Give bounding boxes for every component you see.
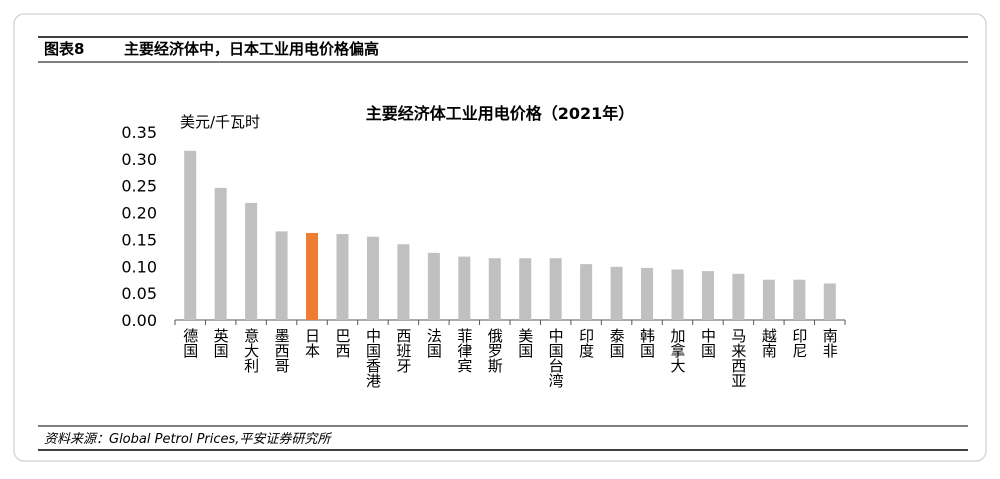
x-tick-label: 韩国 [638, 328, 656, 358]
y-tick-label: 0.20 [121, 204, 157, 223]
bar [427, 252, 440, 320]
x-tick-label: 中国 [699, 328, 717, 358]
x-tick-label: 马来西亚 [729, 328, 747, 388]
y-tick-label: 0.05 [121, 284, 157, 303]
bar [793, 279, 806, 320]
y-tick-label: 0.25 [121, 177, 157, 196]
x-tick-label: 巴西 [334, 328, 352, 358]
x-tick-label: 法国 [425, 328, 443, 358]
x-tick-label: 美国 [516, 328, 534, 358]
bar [580, 264, 593, 320]
frame [13, 13, 987, 462]
source-note: 资料来源：Global Petrol Prices,平安证券研究所 [44, 431, 332, 447]
x-tick-label: 印尼 [790, 328, 808, 358]
bar [610, 266, 623, 320]
y-tick-label: 0.35 [121, 123, 157, 142]
y-tick-label: 0.10 [121, 257, 157, 276]
x-tick-label: 俄罗斯 [486, 328, 504, 374]
bar [458, 256, 471, 320]
chart-title: 主要经济体工业用电价格（2021年） [366, 104, 635, 123]
bar [823, 283, 836, 320]
y-tick-label: 0.30 [121, 150, 157, 169]
x-tick-label: 中国台湾 [547, 328, 565, 388]
bar [732, 273, 745, 320]
y-tick-label: 0.15 [121, 230, 157, 249]
x-tick-label: 意大利 [242, 327, 260, 373]
x-tick-label: 泰国 [608, 328, 626, 358]
figure-label: 图表8 [44, 40, 84, 58]
bar [701, 271, 714, 320]
bar [762, 279, 775, 320]
x-tick-label: 英国 [212, 327, 230, 358]
bar [184, 150, 197, 320]
bar [641, 267, 654, 320]
x-tick-label: 加拿大 [669, 328, 687, 373]
x-tick-label: 德国 [181, 327, 199, 358]
x-tick-label: 墨西哥 [273, 328, 291, 373]
x-tick-label: 日本 [303, 328, 321, 358]
bar [488, 258, 501, 320]
bar [306, 232, 319, 320]
bar [671, 269, 684, 320]
x-tick-label: 越南 [760, 328, 778, 358]
x-tick-label: 菲律宾 [455, 328, 473, 373]
bar [397, 244, 410, 320]
y-tick-label: 0.00 [121, 311, 157, 330]
bar [275, 231, 288, 320]
figure-title: 主要经济体中，日本工业用电价格偏高 [124, 40, 379, 58]
bar [549, 258, 562, 320]
x-tick-label: 西班牙 [394, 328, 412, 374]
x-tick-label: 中国香港 [364, 328, 382, 388]
y-axis-label: 美元/千瓦时 [180, 113, 260, 131]
bar [245, 202, 258, 320]
x-tick-label: 印度 [577, 328, 595, 358]
bar [366, 236, 379, 320]
bar [336, 234, 349, 320]
x-tick-label: 南非 [821, 328, 839, 358]
bar [214, 187, 227, 320]
bar [519, 258, 532, 320]
